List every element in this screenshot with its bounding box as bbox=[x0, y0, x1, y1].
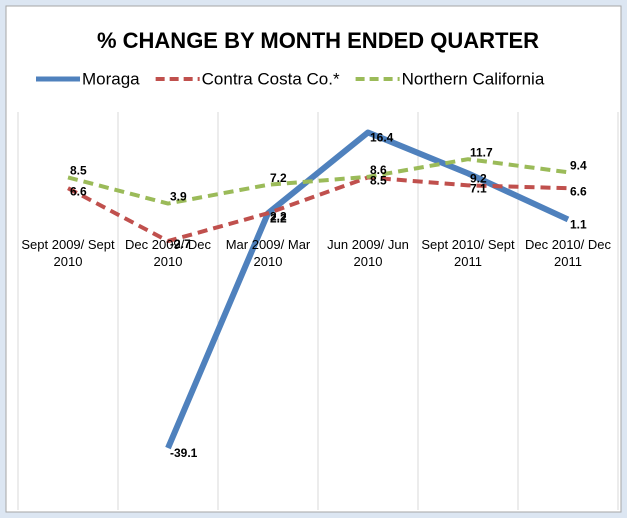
x-tick-label: Sept 2009/ Sept 2010 bbox=[21, 236, 115, 269]
data-label: 2.2 bbox=[270, 209, 287, 223]
data-label: 7.1 bbox=[470, 182, 487, 196]
series-line bbox=[165, 129, 570, 450]
data-label: 6.6 bbox=[70, 184, 87, 198]
legend-label: Contra Costa Co.* bbox=[202, 69, 340, 88]
legend-label: Northern California bbox=[402, 69, 545, 88]
data-label: 8.6 bbox=[370, 163, 387, 177]
data-label: 2.2 bbox=[270, 211, 287, 225]
x-tick-label: Mar 2009/ Mar 2010 bbox=[225, 236, 311, 269]
x-tick-label: Sept 2010/ Sept 2011 bbox=[421, 236, 515, 269]
series-line bbox=[67, 157, 569, 206]
legend-label: Moraga bbox=[82, 69, 140, 88]
data-label: 3.9 bbox=[170, 190, 187, 204]
data-label: 8.5 bbox=[370, 174, 387, 188]
data-label: 8.5 bbox=[70, 164, 87, 178]
data-label: -2.7 bbox=[170, 237, 191, 251]
data-label: 7.2 bbox=[270, 171, 287, 185]
data-label: 9.2 bbox=[470, 172, 487, 186]
data-label: 1.1 bbox=[570, 218, 587, 232]
data-label: -39.1 bbox=[170, 446, 198, 460]
chart-title: % CHANGE BY MONTH ENDED QUARTER bbox=[97, 28, 539, 53]
data-label: 9.4 bbox=[570, 158, 587, 172]
x-tick-label: Dec 2009/ Dec 2010 bbox=[125, 236, 211, 269]
data-label: 11.7 bbox=[470, 145, 493, 159]
data-label: 16.4 bbox=[370, 131, 394, 145]
series-line bbox=[67, 175, 569, 244]
data-label: 6.6 bbox=[570, 184, 587, 198]
x-tick-label: Dec 2010/ Dec 2011 bbox=[525, 236, 611, 269]
x-tick-label: Jun 2009/ Jun 2010 bbox=[327, 236, 409, 269]
